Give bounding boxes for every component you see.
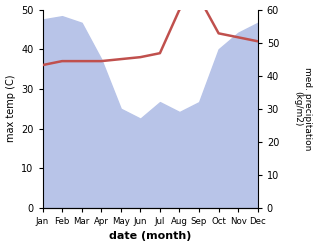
Y-axis label: med. precipitation
(kg/m2): med. precipitation (kg/m2) xyxy=(293,67,313,150)
X-axis label: date (month): date (month) xyxy=(109,231,191,242)
Y-axis label: max temp (C): max temp (C) xyxy=(5,75,16,143)
